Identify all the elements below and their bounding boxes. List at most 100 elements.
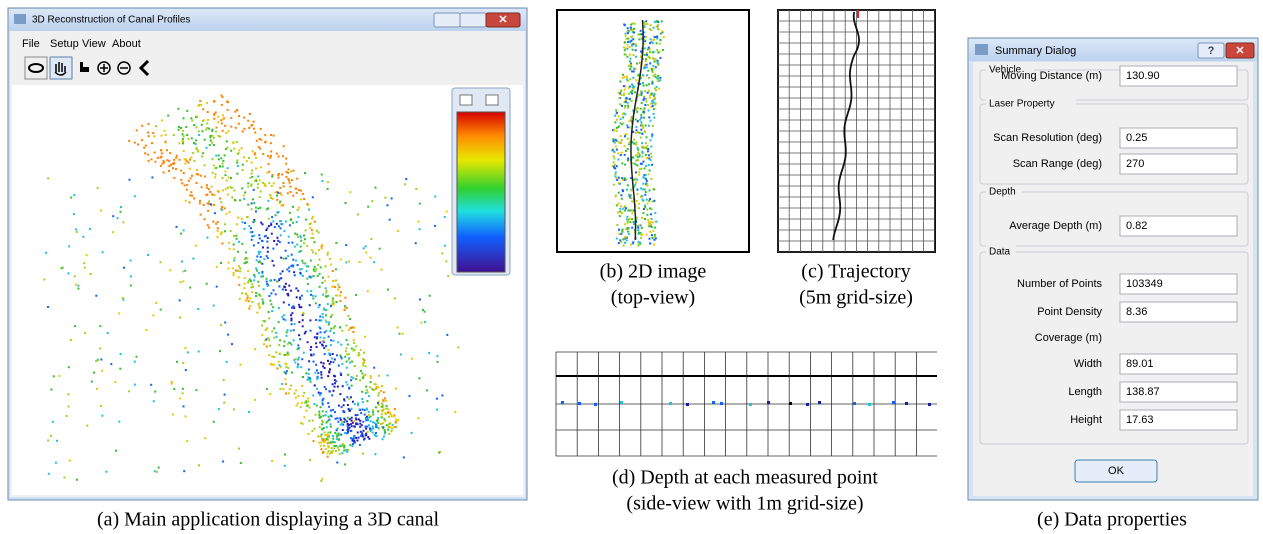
point — [380, 390, 382, 392]
point — [411, 432, 413, 434]
point — [365, 252, 367, 254]
point — [155, 125, 157, 127]
point — [646, 203, 648, 205]
point — [288, 392, 290, 394]
point — [285, 176, 287, 178]
point — [145, 145, 147, 147]
point — [271, 460, 273, 462]
menu-item[interactable]: View — [82, 38, 106, 50]
point — [302, 275, 304, 277]
point — [67, 393, 69, 395]
point — [434, 196, 436, 198]
point — [313, 275, 315, 277]
point — [312, 196, 314, 198]
point — [648, 83, 650, 85]
point — [616, 149, 618, 151]
point — [182, 140, 184, 142]
field-label: Length — [1068, 386, 1102, 398]
point — [253, 189, 255, 191]
point — [251, 202, 253, 204]
point — [330, 305, 332, 307]
point — [188, 138, 190, 140]
point — [273, 337, 275, 339]
point — [627, 126, 629, 128]
point — [636, 217, 638, 219]
point — [206, 194, 208, 196]
point — [629, 221, 631, 223]
point — [382, 400, 384, 402]
point — [262, 303, 264, 305]
point — [261, 263, 263, 265]
point — [198, 105, 200, 107]
point — [247, 186, 249, 188]
point — [620, 118, 622, 120]
point — [629, 54, 631, 56]
point — [250, 286, 252, 288]
point — [247, 182, 249, 184]
point — [156, 471, 158, 473]
point — [330, 316, 332, 318]
maximize-button[interactable] — [460, 13, 486, 27]
point — [618, 233, 620, 235]
point — [638, 156, 640, 158]
point — [300, 190, 302, 192]
point — [653, 101, 655, 103]
point — [288, 236, 290, 238]
point — [327, 254, 329, 256]
point — [250, 185, 252, 187]
point — [653, 113, 655, 115]
point — [632, 157, 634, 159]
point — [243, 287, 245, 289]
point — [249, 113, 251, 115]
point — [334, 359, 336, 361]
point — [200, 175, 202, 177]
point — [319, 304, 321, 306]
point — [335, 268, 337, 270]
point — [279, 187, 281, 189]
point — [238, 123, 240, 125]
point — [637, 74, 639, 76]
point — [362, 401, 364, 403]
point — [166, 159, 168, 161]
point — [258, 234, 260, 236]
point — [230, 117, 232, 119]
point — [319, 426, 321, 428]
point — [648, 221, 650, 223]
point — [217, 227, 219, 229]
menu-item[interactable]: Setup — [50, 38, 79, 50]
point — [646, 74, 648, 76]
point — [616, 238, 618, 240]
minimize-button[interactable] — [434, 13, 460, 27]
point — [645, 20, 647, 22]
point — [351, 376, 353, 378]
point — [147, 254, 149, 256]
point — [303, 352, 305, 354]
point — [632, 54, 634, 56]
point — [322, 398, 324, 400]
point — [638, 203, 640, 205]
depth-point — [853, 402, 856, 405]
depth-point — [789, 402, 792, 405]
point — [287, 178, 289, 180]
point — [615, 175, 617, 177]
point — [321, 402, 323, 404]
menu-item[interactable]: About — [112, 38, 141, 50]
legend-button[interactable] — [460, 95, 472, 105]
point — [255, 295, 257, 297]
point — [307, 283, 309, 285]
point — [337, 421, 339, 423]
legend-close[interactable] — [486, 95, 498, 105]
point — [204, 218, 206, 220]
point — [382, 406, 384, 408]
point — [271, 330, 273, 332]
point — [298, 216, 300, 218]
point — [325, 309, 327, 311]
point — [312, 216, 314, 218]
menu-item[interactable]: File — [22, 38, 40, 50]
point — [324, 386, 326, 388]
point — [228, 262, 230, 264]
point — [645, 36, 647, 38]
point — [352, 331, 354, 333]
point — [631, 212, 633, 214]
point — [380, 423, 382, 425]
